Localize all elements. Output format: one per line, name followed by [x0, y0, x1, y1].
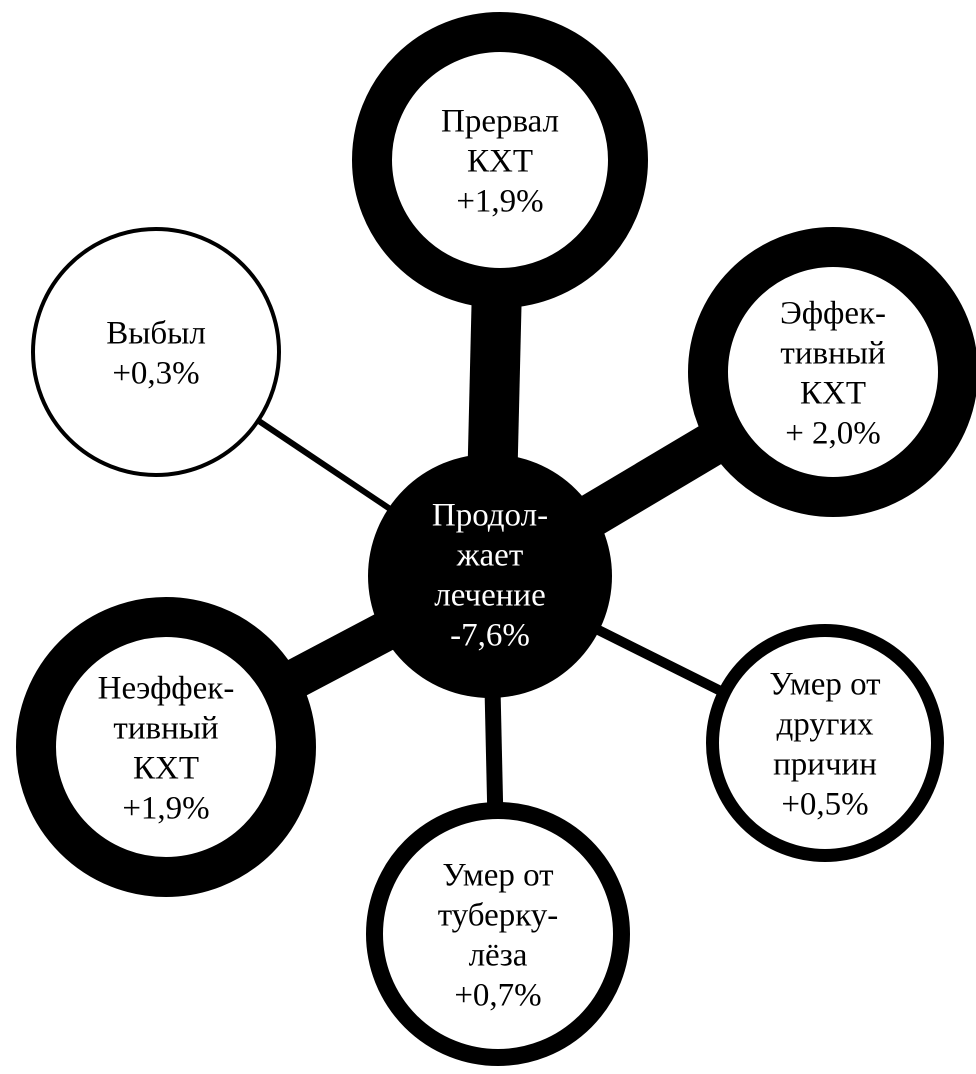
node-label-umer-tuberkulez-line-3: лёза [469, 938, 528, 974]
node-label-umer-tuberkulez-line-1: Умер от [442, 858, 553, 894]
node-label-neeffektivny-line-4: +1,9% [122, 791, 209, 827]
node-label-effektivny-line-4: + 2,0% [785, 416, 881, 452]
node-label-vybyl-line-1: Выбыл [106, 316, 206, 352]
node-circle-prerval [352, 12, 648, 308]
node-label-umer-tuberkulez-line-2: туберку- [438, 898, 559, 934]
node-label-prerval-line-1: Прервал [441, 104, 559, 140]
node-label-prerval-line-3: +1,9% [456, 184, 543, 220]
node-label-prerval-line-2: КХТ [467, 144, 533, 180]
node-label-umer-drugie-line-3: причин [773, 747, 877, 783]
node-label-effektivny-line-2: тивный [780, 336, 885, 372]
node-circle-umer-drugie [706, 624, 944, 862]
node-label-umer-drugie-line-4: +0,5% [781, 787, 868, 823]
label-layer: Продол-жает лечение -7,6% Прервал КХТ +1,9% Эф… [98, 104, 886, 1014]
node-label-umer-drugie-line-1: Умер от [769, 667, 880, 703]
center-circle [368, 454, 612, 698]
center-label-line-2: жает [456, 538, 524, 574]
node-circle-effektivny [688, 227, 976, 517]
node-label-vybyl-line-2: +0,3% [112, 356, 199, 392]
node-label-effektivny-line-1: Эффек- [780, 296, 886, 332]
node-circle-vybyl [31, 227, 281, 477]
node-label-umer-drugie-line-2: других [776, 707, 874, 743]
center-label-line-4: -7,6% [450, 618, 530, 654]
node-label-neeffektivny-line-3: КХТ [133, 751, 199, 787]
circle-layer [16, 12, 976, 1066]
center-label-line-1: Продол- [432, 498, 548, 534]
node-label-neeffektivny-line-2: тивный [113, 711, 218, 747]
node-label-neeffektivny-line-1: Неэффек- [98, 671, 235, 707]
node-circle-umer-tuberkulez [366, 802, 630, 1066]
node-circle-neeffektivny [16, 597, 316, 897]
node-label-umer-tuberkulez-line-4: +0,7% [454, 978, 541, 1014]
node-label-effektivny-line-3: КХТ [800, 376, 866, 412]
center-label-line-3: лечение [434, 578, 546, 614]
